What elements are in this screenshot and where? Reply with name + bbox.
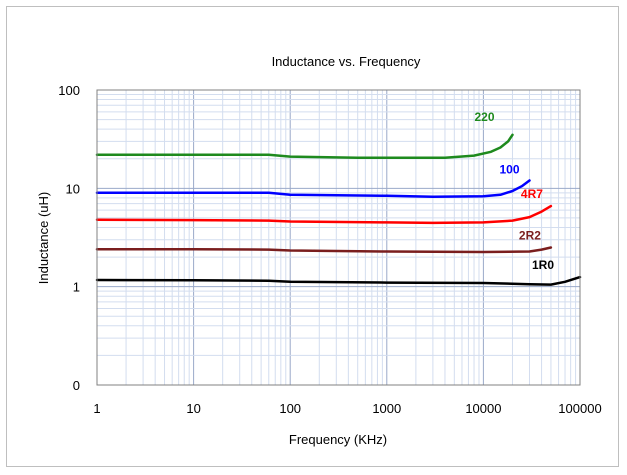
y-tick-label: 10 (66, 181, 80, 196)
chart-title: Inductance vs. Frequency (272, 54, 421, 69)
plot-area (97, 90, 580, 385)
x-tick-label: 10000 (465, 401, 501, 416)
series-line-4r7 (95, 204, 553, 225)
series-label-4r7: 4R7 (521, 187, 543, 201)
series-label-2r2: 2R2 (519, 229, 541, 243)
series-label-1r0: 1R0 (532, 258, 554, 272)
series-lines (95, 133, 582, 286)
y-axis-label: Inductance (uH) (36, 192, 51, 285)
y-tick-label: 0 (73, 378, 80, 393)
series-line-220 (95, 133, 514, 159)
series-line-100 (95, 179, 531, 199)
x-tick-label: 100000 (558, 401, 601, 416)
x-tick-label: 100 (279, 401, 301, 416)
x-tick-label: 1 (93, 401, 100, 416)
x-tick-label: 10 (186, 401, 200, 416)
series-line-2r2 (95, 246, 553, 254)
y-tick-label: 1 (73, 280, 80, 295)
plot-border (96, 89, 581, 386)
series-label-220: 220 (474, 110, 494, 124)
x-axis-label: Frequency (KHz) (289, 432, 387, 447)
y-tick-label: 100 (58, 83, 80, 98)
series-label-100: 100 (499, 163, 519, 177)
x-tick-label: 1000 (372, 401, 401, 416)
series-line-1r0 (95, 275, 582, 286)
